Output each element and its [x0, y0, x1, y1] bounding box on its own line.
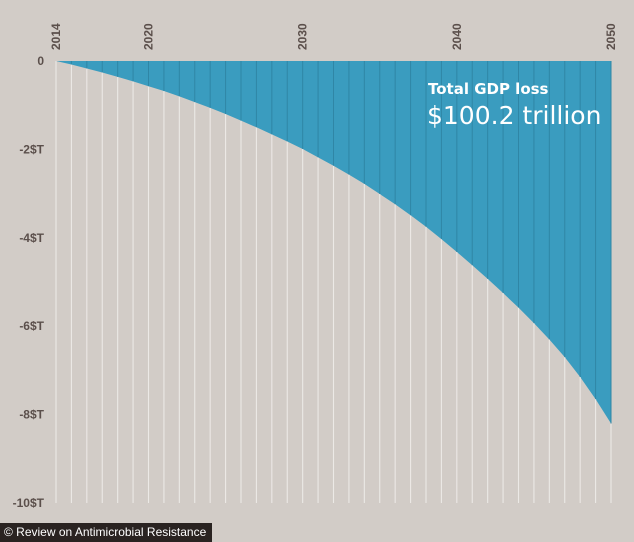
annotation-title: Total GDP loss	[428, 80, 549, 98]
y-tick-label: -10$T	[13, 496, 45, 510]
x-tick-label: 2050	[604, 23, 618, 50]
x-tick-label: 2030	[296, 23, 310, 50]
source-credit: © Review on Antimicrobial Resistance	[0, 523, 213, 542]
gridlines	[55, 61, 612, 503]
annotation: Total GDP loss $100.2 trillion	[427, 80, 601, 130]
y-tick-label: -8$T	[19, 408, 44, 422]
annotation-value: $100.2 trillion	[427, 101, 601, 130]
y-tick-label: -2$T	[19, 142, 44, 156]
x-tick-label: 2014	[49, 23, 63, 50]
y-axis: 0 -2$T -4$T -6$T -8$T -10$T	[13, 54, 45, 510]
y-tick-label: -4$T	[19, 231, 44, 245]
x-tick-label: 2040	[450, 23, 464, 50]
x-tick-label: 2020	[142, 23, 156, 50]
y-tick-label: -6$T	[19, 319, 44, 333]
y-tick-label: 0	[37, 54, 44, 68]
x-axis: 2014 2020 2030 2040 2050	[49, 23, 618, 50]
